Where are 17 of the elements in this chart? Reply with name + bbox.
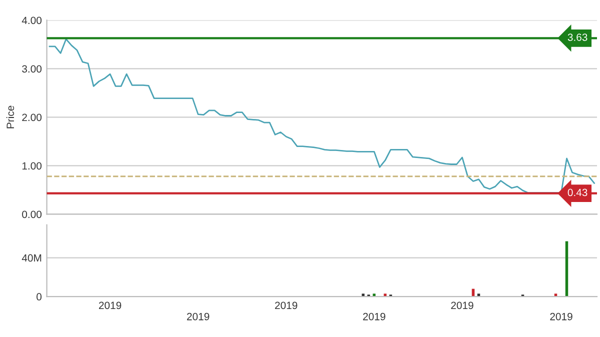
ref-line-label: 3.63 xyxy=(568,34,588,41)
y-tick-label: 0 xyxy=(36,293,42,300)
x-tick-label: 2019 xyxy=(451,302,474,310)
y-tick-label: 3.00 xyxy=(22,65,42,73)
y-tick-label: 1.00 xyxy=(22,162,42,170)
y-tick-label: 40M xyxy=(22,254,42,262)
x-tick-label: 2019 xyxy=(363,312,386,320)
x-tick-label: 2019 xyxy=(187,312,210,320)
x-tick-label: 2019 xyxy=(550,312,572,320)
y-tick-label: 0.00 xyxy=(22,210,42,218)
y-axis-title: Price xyxy=(6,106,14,128)
y-tick-label: 2.00 xyxy=(22,114,42,122)
y-tick-label: 4.00 xyxy=(22,16,42,24)
bar xyxy=(565,241,568,297)
x-tick-label: 2019 xyxy=(275,302,298,310)
ref-line-label: 0.43 xyxy=(568,188,588,196)
x-tick-label: 2019 xyxy=(99,302,122,310)
